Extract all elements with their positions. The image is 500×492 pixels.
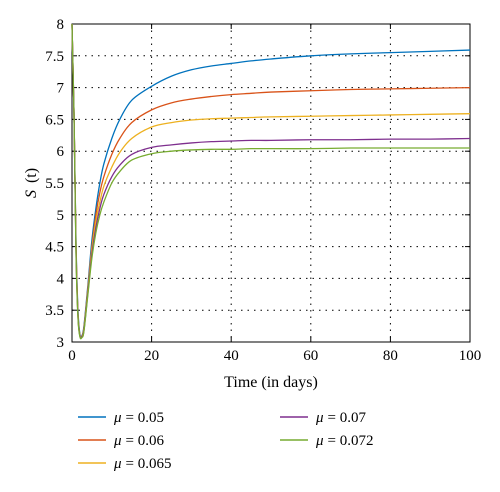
series-line-5 [71,23,470,340]
legend-symbol: μ [315,433,324,449]
x-tick-label: 60 [303,348,318,364]
y-tick-label: 6 [57,144,65,160]
y-tick-label: 3 [57,335,65,351]
legend-symbol: μ [113,433,122,449]
legend-value: = 0.07 [328,410,367,426]
x-tick-label: 40 [224,348,239,364]
legend-symbol: μ [113,456,122,472]
series-lines [71,23,471,340]
y-tick-label: 6.5 [45,112,64,128]
series-line-4 [71,23,471,339]
legend-value: = 0.072 [328,433,374,449]
x-tick-label: 0 [68,348,76,364]
y-tick-label: 4 [57,271,65,287]
legend-symbol: μ [113,410,122,426]
legend-value: = 0.065 [126,456,172,472]
legend-label-4: μ = 0.07 [315,410,366,426]
y-axis-label-variable: S [23,190,40,198]
series-line-3 [71,23,471,339]
x-tick-label: 20 [144,348,159,364]
y-tick-label: 7 [57,81,65,97]
legend-symbol: μ [315,410,324,426]
legend-label-1: μ = 0.05 [113,410,164,426]
y-tick-label: 3.5 [45,303,64,319]
y-tick-label: 8 [57,17,65,33]
legend-label-5: μ = 0.072 [315,433,374,449]
y-axis-label: S (t) [23,168,40,198]
y-tick-label: 4.5 [45,240,64,256]
grid [72,24,470,342]
y-tick-label: 5.5 [45,176,64,192]
y-tick-label: 5 [57,208,65,224]
x-tick-label: 100 [459,348,482,364]
legend-label-2: μ = 0.06 [113,433,164,449]
y-axis-label-argument: (t) [23,168,40,183]
axis-ticks: 0 20 40 60 80 100 3 3.5 4 4.5 5 5.5 6 6.5 7 7.5 8 [45,17,481,364]
series-line-1 [71,23,471,338]
legend-value: = 0.05 [126,410,164,426]
legend-label-3: μ = 0.065 [113,456,172,472]
y-tick-label: 7.5 [45,49,64,65]
x-axis-label: Time (in days) [224,374,318,391]
x-tick-label: 80 [383,348,398,364]
legend-value: = 0.06 [126,433,165,449]
series-line-2 [71,23,471,339]
